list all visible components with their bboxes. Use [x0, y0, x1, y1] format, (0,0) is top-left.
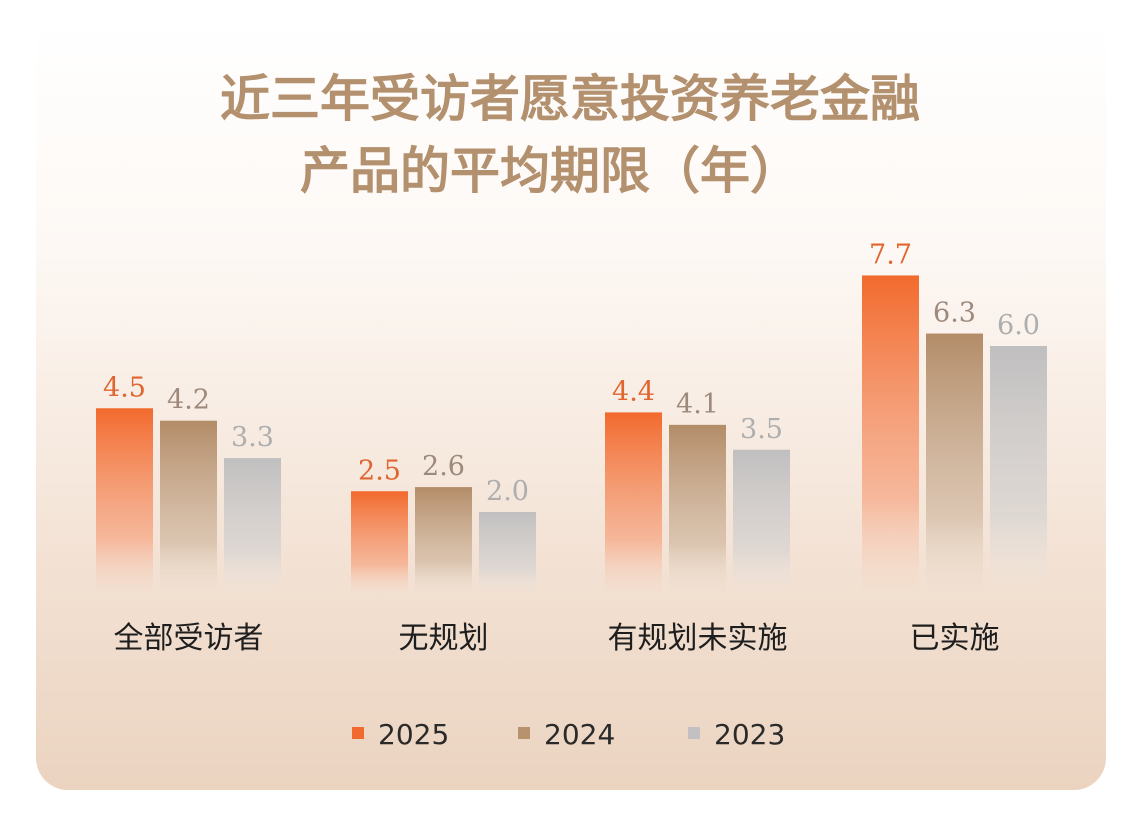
legend-swatch-2025	[352, 727, 364, 739]
bar-2024-2	[669, 424, 726, 595]
chart-title-line-1: 近三年受访者愿意投资养老金融	[220, 70, 920, 128]
bar-2024-0	[160, 420, 217, 595]
category-label-2: 有规划未实施	[608, 621, 788, 656]
data-label-2025-1: 2.5	[358, 455, 401, 486]
data-label-2024-3: 6.3	[933, 298, 976, 329]
legend: 2025 2024 2023	[352, 718, 785, 751]
bar-2025-1	[351, 491, 408, 595]
data-label-2025-3: 7.7	[869, 239, 912, 270]
chart-title-line-2: 产品的平均期限（年）	[300, 142, 800, 200]
legend-label-2025: 2025	[378, 718, 449, 751]
bar-2023-3	[990, 346, 1047, 595]
bar-group: 4.5 4.2 3.3 全部受访者 2.5 2.6 2.0 无规划 4.4 4.1 3.5 有规划未实…	[96, 239, 1047, 656]
data-label-2024-0: 4.2	[167, 385, 210, 416]
bar-2024-3	[926, 333, 983, 595]
legend-label-2023: 2023	[714, 718, 785, 751]
bar-2025-0	[96, 408, 153, 595]
legend-swatch-2024	[518, 727, 530, 739]
category-label-3: 已实施	[910, 621, 1000, 656]
bar-2025-3	[862, 275, 919, 595]
legend-label-2024: 2024	[544, 718, 615, 751]
data-label-2023-2: 3.5	[740, 414, 783, 445]
data-label-2023-1: 2.0	[486, 476, 529, 507]
bar-2025-2	[605, 412, 662, 595]
bar-2024-1	[415, 487, 472, 595]
legend-swatch-2023	[688, 727, 700, 739]
data-label-2024-2: 4.1	[676, 389, 719, 420]
bar-2023-1	[479, 512, 536, 595]
data-label-2023-3: 6.0	[997, 310, 1040, 341]
data-label-2024-1: 2.6	[422, 451, 465, 482]
data-label-2025-0: 4.5	[103, 372, 146, 403]
bar-2023-0	[224, 458, 281, 595]
category-label-1: 无规划	[399, 621, 489, 656]
data-label-2023-0: 3.3	[231, 422, 274, 453]
bar-2023-2	[733, 449, 790, 595]
data-label-2025-2: 4.4	[612, 376, 655, 407]
category-label-0: 全部受访者	[114, 621, 264, 656]
